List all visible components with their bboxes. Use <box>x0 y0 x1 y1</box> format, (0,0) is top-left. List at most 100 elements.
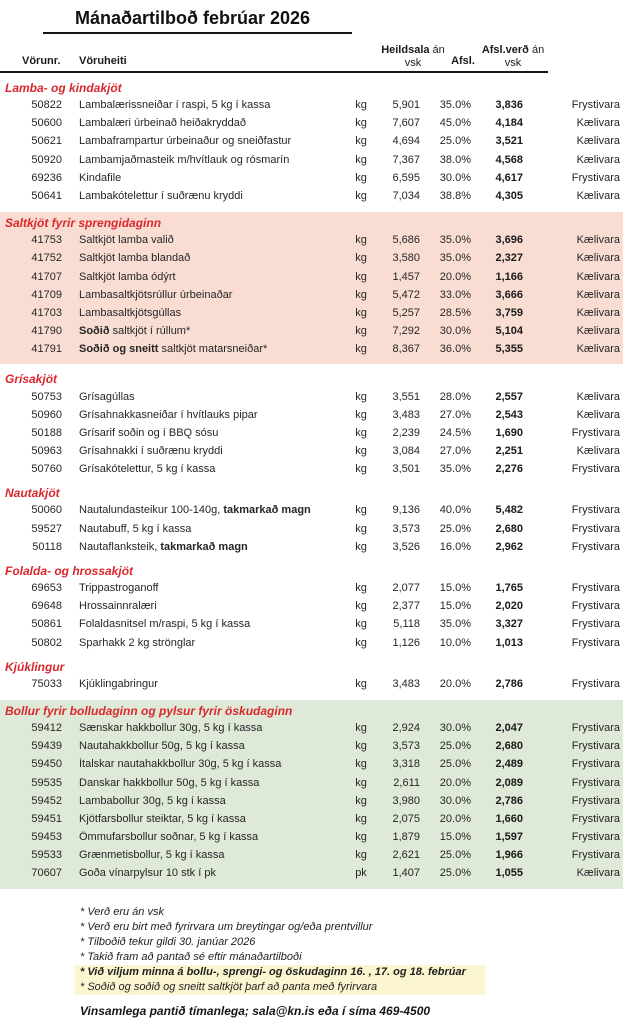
product-number-cell: 59450 <box>31 758 62 771</box>
product-number-cell: 50963 <box>31 445 62 458</box>
product-name-text: Nautalundasteikur 100-140g, <box>79 504 224 517</box>
product-number-cell: 59453 <box>31 831 62 844</box>
price-ex-vat-cell: 2,239 <box>392 426 420 439</box>
product-number-cell: 59533 <box>31 849 62 862</box>
price-ex-vat-cell: 5,257 <box>392 306 420 319</box>
product-name-cell: Grænmetisbollur, 5 kg í kassa <box>62 849 341 861</box>
discounted-price-cell: 2,047 <box>495 721 523 734</box>
product-number-cell: 50118 <box>32 540 62 553</box>
product-name-text: Lambamjaðmasteik m/hvítlauk og rósmarín <box>79 153 290 166</box>
product-number-cell: 69236 <box>31 171 62 184</box>
price-ex-vat-cell: 3,501 <box>392 463 420 476</box>
product-number-cell: 50753 <box>31 390 62 403</box>
product-name-cell: Kindafile <box>62 172 341 184</box>
product-name-cell: Lambasaltkjötsgúllas <box>62 307 341 319</box>
column-header-heildsala-rest: án <box>429 44 445 56</box>
unit-cell: kg <box>355 463 367 476</box>
storage-type-cell: Frystivara <box>571 540 620 553</box>
unit-cell: kg <box>355 812 367 825</box>
product-number-cell: 70607 <box>31 867 62 880</box>
product-name-text: Nautaflanksteik, <box>79 540 161 553</box>
discount-percent-cell: 33.0% <box>439 288 471 301</box>
discounted-price-cell: 5,482 <box>495 504 523 517</box>
table-row: 50802 Sparhakk 2 kg strönglar kg 1,126 10.0%… <box>0 634 623 652</box>
discount-percent-cell: 20.0% <box>439 812 471 825</box>
footnote-line: * Soðið og soðið og sneitt saltkjöt þarf… <box>75 979 485 995</box>
price-ex-vat-cell: 3,573 <box>392 522 420 535</box>
page-title: Mánaðartilboð febrúar 2026 <box>75 8 311 28</box>
discounted-price-cell: 4,184 <box>495 117 523 130</box>
unit-cell: kg <box>355 408 367 421</box>
price-ex-vat-cell: 1,407 <box>392 867 420 880</box>
storage-type-cell: Kælivara <box>576 153 620 166</box>
table-row: 50118 Nautaflanksteik, takmarkað magn kg 3,… <box>0 538 623 556</box>
discounted-price-cell: 3,696 <box>495 234 523 247</box>
product-name-text: Lambaframpartur úrbeinaður og sneiðfastu… <box>79 135 292 148</box>
discounted-price-cell: 3,836 <box>495 99 523 112</box>
discounted-price-cell: 2,327 <box>495 252 523 265</box>
storage-type-cell: Kælivara <box>576 234 620 247</box>
product-name-cell: Saltkjöt lamba ódýrt <box>62 271 341 283</box>
discounted-price-cell: 1,166 <box>495 270 523 283</box>
discount-percent-cell: 15.0% <box>439 582 471 595</box>
table-row: 41791 Soðið og sneitt saltkjöt matarsneið… <box>0 340 623 358</box>
discount-percent-cell: 24.5% <box>439 426 471 439</box>
discounted-price-cell: 2,962 <box>495 540 523 553</box>
storage-type-cell: Kælivara <box>576 390 620 403</box>
unit-cell: kg <box>355 445 367 458</box>
column-header-afslverd-bold: Afsl.verð <box>481 44 529 56</box>
product-name-cell: Lambaframpartur úrbeinaður og sneiðfastu… <box>62 135 341 147</box>
table-row: 50753 Grísagúllas kg 3,551 28.0% 2,557 Kælivar… <box>0 387 623 405</box>
storage-type-cell: Kælivara <box>576 252 620 265</box>
closing-note: Vinsamlega pantið tímanlega; sala@kn.is … <box>80 1003 431 1018</box>
product-name-text: Trippastroganoff <box>79 582 159 595</box>
discount-percent-cell: 38.0% <box>439 153 471 166</box>
discounted-price-cell: 1,013 <box>495 636 523 649</box>
discounted-price-cell: 4,617 <box>495 171 523 184</box>
table-row: 59451 Kjötfarsbollur steiktar, 5 kg í kas… <box>0 810 623 828</box>
discounted-price-cell: 2,489 <box>495 758 523 771</box>
product-name-text: Kjötfarsbollur steiktar, 5 kg í kassa <box>79 812 246 825</box>
product-number-cell: 50802 <box>31 636 62 649</box>
product-number-cell: 50641 <box>31 190 62 203</box>
unit-cell: kg <box>355 117 367 130</box>
product-number-cell: 50822 <box>31 99 62 112</box>
discounted-price-cell: 3,666 <box>495 288 523 301</box>
product-name-text: Sparhakk 2 kg strönglar <box>79 636 196 649</box>
footnote-line: * Verð eru án vsk <box>80 905 164 918</box>
table-row: 59452 Lambabollur 30g, 5 kg í kassa kg 3,98… <box>0 792 623 810</box>
unit-cell: kg <box>355 758 367 771</box>
price-ex-vat-cell: 2,075 <box>392 812 420 825</box>
product-name-cell: Kjúklingabringur <box>62 678 341 690</box>
discount-percent-cell: 30.0% <box>439 171 471 184</box>
storage-type-cell: Frystivara <box>571 618 620 631</box>
discounted-price-cell: 3,327 <box>495 618 523 631</box>
column-header-afslverd-line2: vsk <box>504 56 522 69</box>
storage-type-cell: Kælivara <box>576 408 620 421</box>
product-name-cell: Ömmufarsbollur soðnar, 5 kg í kassa <box>62 831 341 843</box>
table-row: 69648 Hrossainnralæri kg 2,377 15.0% 2,020 Fry… <box>0 597 623 615</box>
product-number-cell: 59439 <box>31 740 62 753</box>
product-name-cell: Sparhakk 2 kg strönglar <box>62 637 341 649</box>
product-number-cell: 69648 <box>31 600 62 613</box>
discount-percent-cell: 27.0% <box>439 408 471 421</box>
product-name-cell: Folaldasnitsel m/raspi, 5 kg í kassa <box>62 618 341 630</box>
discounted-price-cell: 1,765 <box>495 582 523 595</box>
section-header: Lamba- og kindakjöt <box>5 81 122 95</box>
unit-cell: pk <box>355 867 367 880</box>
product-name-cell: Lambakótelettur í suðrænu kryddi <box>62 190 341 202</box>
price-ex-vat-cell: 3,573 <box>392 740 420 753</box>
discounted-price-cell: 1,966 <box>495 849 523 862</box>
table-row: 50960 Grísahnakkasneiðar í hvítlauks pipa… <box>0 406 623 424</box>
product-number-cell: 59451 <box>31 812 62 825</box>
product-number-cell: 50960 <box>31 408 62 421</box>
unit-cell: kg <box>355 776 367 789</box>
product-name-text: takmarkað magn <box>160 540 248 553</box>
storage-type-cell: Kælivara <box>576 867 620 880</box>
footnote-line: * Verð eru birt með fyrirvara um breytin… <box>80 920 373 933</box>
product-name-text: Nautahakkbollur 50g, 5 kg í kassa <box>79 740 245 753</box>
price-ex-vat-cell: 2,924 <box>392 721 420 734</box>
price-ex-vat-cell: 6,595 <box>392 171 420 184</box>
section-header: Saltkjöt fyrir sprengidaginn <box>5 216 162 231</box>
product-name-cell: Grísarif soðin og í BBQ sósu <box>62 427 341 439</box>
